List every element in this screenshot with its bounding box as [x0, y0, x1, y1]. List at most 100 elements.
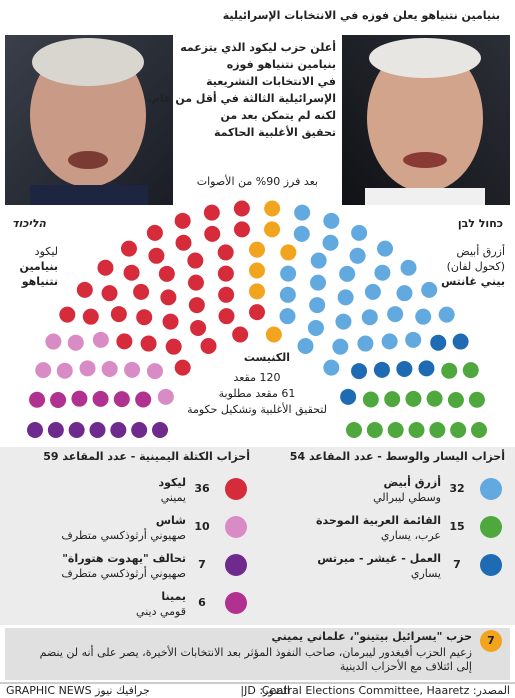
- source: المصدر: Central Elections Committee, Haa…: [262, 684, 510, 697]
- party-seats: 7: [453, 558, 461, 571]
- seat: [323, 359, 340, 376]
- seat: [462, 362, 479, 379]
- party-name: القائمة العربية الموحدة: [316, 514, 441, 527]
- seat: [322, 234, 339, 251]
- seat: [203, 204, 220, 221]
- seat: [200, 337, 217, 354]
- seat: [337, 289, 354, 306]
- legend-panel: [0, 447, 515, 625]
- party-description: يساري: [411, 567, 441, 580]
- seat: [110, 422, 127, 438]
- seat: [187, 252, 204, 269]
- chart-note: 120 مقعد: [233, 371, 280, 384]
- seat: [384, 391, 401, 408]
- seat: [113, 391, 130, 408]
- seat: [349, 247, 366, 264]
- seat: [468, 391, 485, 408]
- seat: [279, 286, 296, 303]
- party-dot: [480, 516, 502, 538]
- party-name: أزرق أبيض: [384, 475, 442, 489]
- seat: [50, 392, 67, 409]
- party-seats: 7: [198, 558, 206, 571]
- seat: [362, 391, 379, 408]
- seat: [92, 390, 109, 407]
- seat: [79, 360, 96, 377]
- seat: [415, 308, 432, 325]
- chart-title: الكنيست: [244, 351, 290, 364]
- intro-line: أعلن حزب ليكود الذي يتزعمه: [180, 40, 336, 54]
- seat: [29, 391, 46, 408]
- seat: [158, 265, 175, 282]
- seat: [280, 265, 297, 282]
- seat: [265, 326, 282, 343]
- seat: [59, 306, 76, 323]
- seat: [400, 259, 417, 276]
- seat: [438, 306, 455, 323]
- seat: [377, 240, 394, 257]
- seat: [309, 297, 326, 314]
- seat: [351, 363, 368, 380]
- seat: [233, 221, 250, 238]
- seat: [396, 285, 413, 302]
- seat: [366, 422, 383, 438]
- logo-likud: הליכוד: [12, 217, 46, 230]
- chart-note: لتحقيق الأغلبية وتشكيل حكومة: [187, 402, 327, 417]
- seat: [280, 244, 297, 261]
- seat: [116, 333, 133, 350]
- seat: [361, 309, 378, 326]
- seat: [204, 225, 221, 242]
- seat: [146, 224, 163, 241]
- seat: [97, 259, 114, 276]
- seat: [418, 360, 435, 377]
- count-note: بعد فرز 90% من الأصوات: [197, 174, 318, 188]
- seat: [140, 335, 157, 352]
- seat: [249, 241, 265, 258]
- seat: [165, 338, 182, 355]
- seat: [71, 390, 88, 407]
- seat: [101, 285, 118, 302]
- seat: [294, 204, 311, 221]
- seat: [110, 306, 127, 323]
- seat: [188, 297, 205, 314]
- seat: [408, 422, 425, 438]
- note-panel: [5, 628, 510, 680]
- other-description: إلى ائتلاف مع الأحزاب الدينية: [340, 659, 472, 673]
- party-name: العمل - غيشر - ميرتس: [317, 552, 441, 565]
- seat: [387, 422, 404, 438]
- seat: [82, 308, 99, 325]
- seat: [264, 200, 281, 217]
- seat: [35, 362, 52, 379]
- seat: [187, 274, 204, 291]
- party-dot: [480, 630, 502, 652]
- seat: [76, 281, 93, 298]
- party-description: قومي ديني: [136, 605, 186, 618]
- seat: [297, 337, 314, 354]
- seat: [124, 361, 141, 378]
- seat: [190, 319, 207, 336]
- seat: [351, 224, 368, 241]
- photo-netanyahu: [5, 35, 173, 205]
- seat: [339, 265, 356, 282]
- bloc-title: أحزاب اليسار والوسط - عدد المقاعد 54: [290, 449, 505, 463]
- seat: [307, 319, 324, 336]
- party-description: يميني: [161, 491, 186, 504]
- seat: [381, 333, 398, 350]
- seat: [160, 289, 177, 306]
- seat: [471, 422, 487, 438]
- seat: [293, 225, 310, 242]
- seat: [426, 390, 443, 407]
- seat: [405, 390, 422, 407]
- seat: [335, 313, 352, 330]
- seat: [157, 388, 174, 405]
- seat: [89, 422, 106, 438]
- party-seats: 7: [487, 634, 495, 647]
- party-description: صهيوني أرثوذكسي متطرف: [61, 528, 186, 542]
- seat: [233, 200, 250, 217]
- seat: [364, 283, 381, 300]
- seat: [217, 265, 234, 282]
- seat: [92, 331, 109, 348]
- leader-label: أزرق أبيض: [456, 244, 505, 258]
- seat: [450, 422, 467, 438]
- seat: [217, 244, 234, 261]
